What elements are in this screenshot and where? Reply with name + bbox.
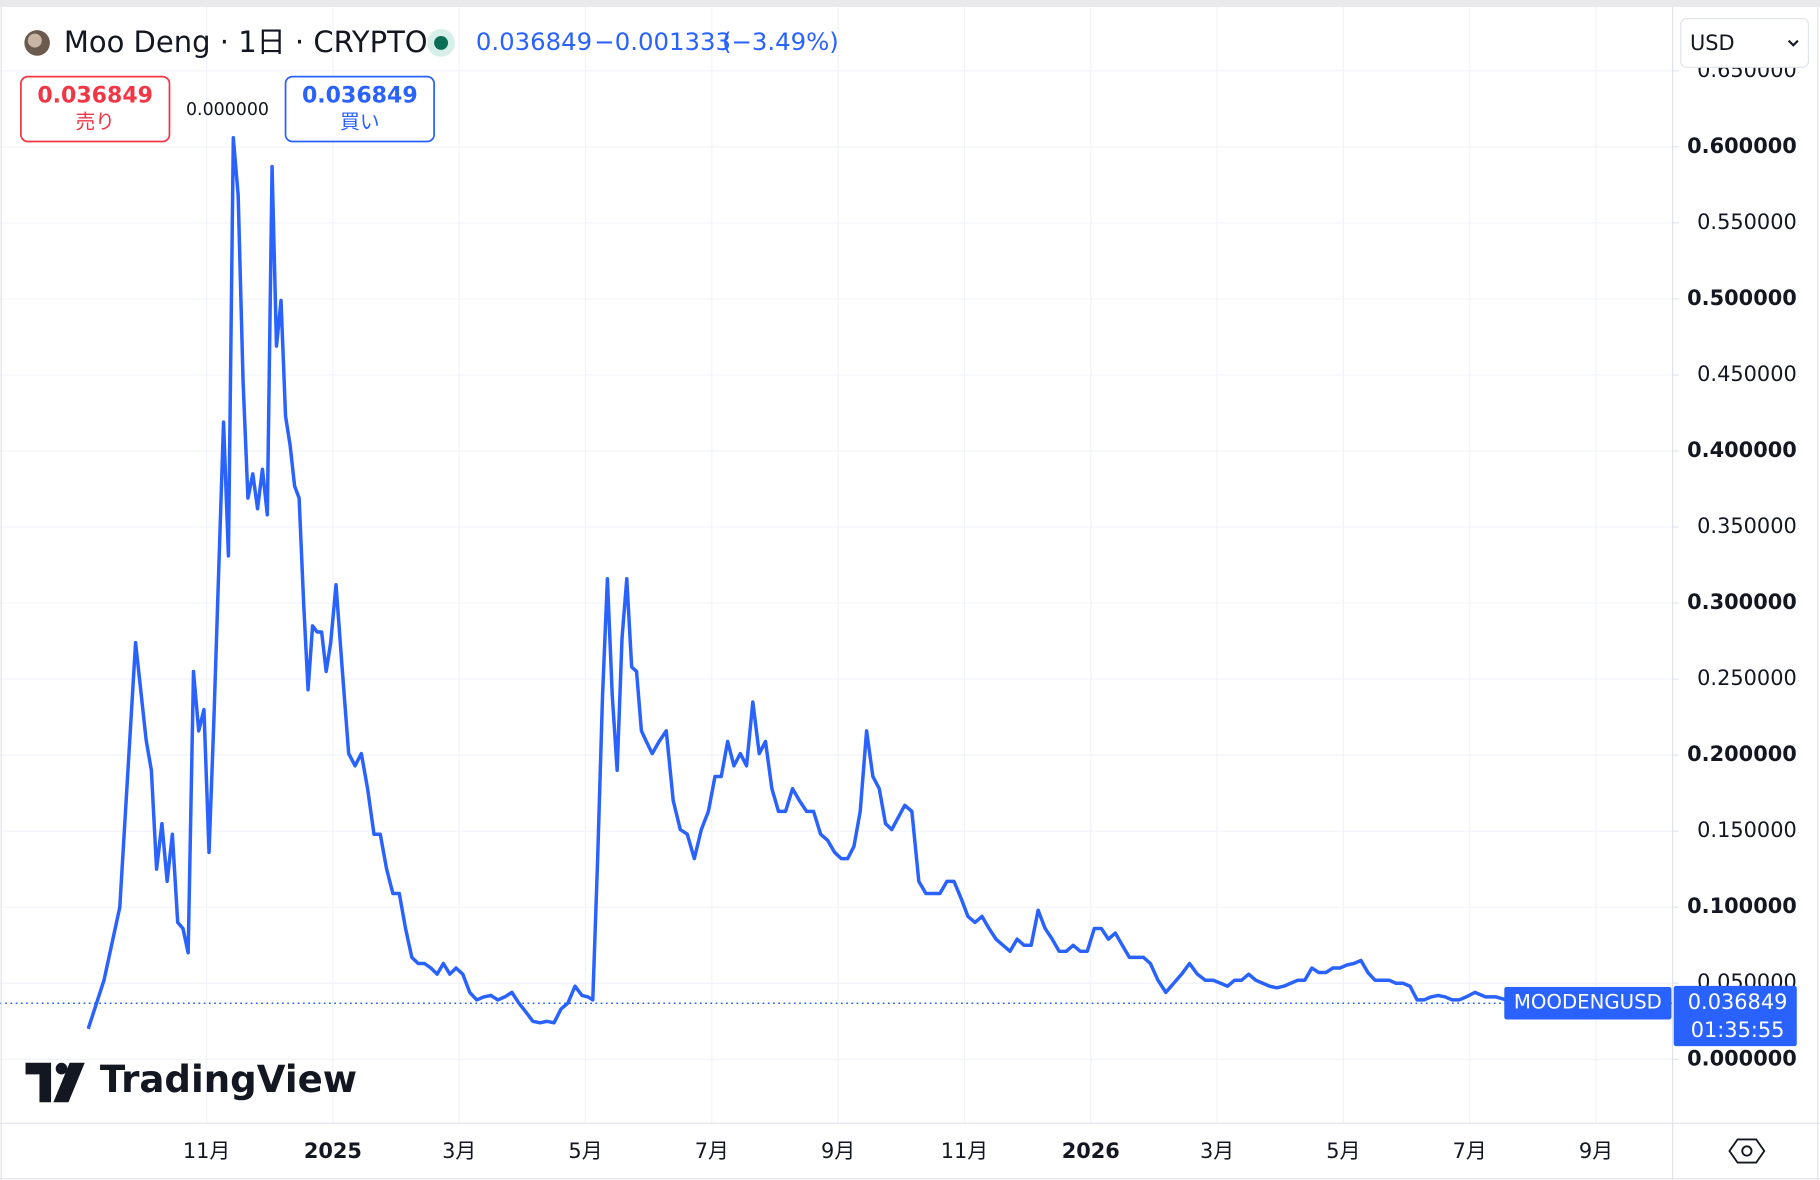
- x-tick-label: 5月: [1326, 1139, 1360, 1163]
- buy-price: 0.036849: [302, 83, 418, 108]
- y-tick-label: 0.500000: [1687, 286, 1797, 310]
- y-tick-label: 0.200000: [1687, 742, 1797, 766]
- countdown-label: 01:35:55: [1691, 1018, 1785, 1042]
- x-tick-label: 7月: [695, 1139, 729, 1163]
- settings-center: [1741, 1145, 1753, 1157]
- y-tick-label: 0.350000: [1697, 514, 1797, 538]
- header-price: 0.036849: [476, 27, 592, 56]
- x-tick-label: 5月: [568, 1139, 602, 1163]
- y-tick-label: 0.300000: [1687, 590, 1797, 614]
- spread: 0.000000: [186, 100, 269, 120]
- symbol-icon-face: [27, 33, 42, 48]
- logo-mark-dot: [55, 1062, 68, 1075]
- symbol-tag: [1504, 986, 1672, 1020]
- last-price-label: 0.036849: [1688, 990, 1788, 1014]
- grid: [0, 6, 1673, 1124]
- x-tick-label: 9月: [1579, 1139, 1613, 1163]
- x-tick-label: 9月: [821, 1139, 855, 1163]
- header-change-pct: (−3.49%): [722, 27, 839, 56]
- y-tick-label: 0.000000: [1687, 1046, 1797, 1070]
- x-tick-label: 11月: [183, 1139, 230, 1163]
- sell-label: 売り: [75, 110, 114, 133]
- sell-price: 0.036849: [37, 83, 153, 108]
- sell-button[interactable]: [20, 75, 171, 143]
- dropdown-chevron: [1787, 39, 1799, 47]
- symbol-title[interactable]: Moo Deng · 1日 · CRYPTO: [64, 25, 428, 59]
- y-tick-label: 0.150000: [1697, 818, 1797, 842]
- y-tick-label: 0.550000: [1697, 210, 1797, 234]
- currency-dropdown[interactable]: [1680, 17, 1809, 68]
- y-tick-label: 0.450000: [1697, 362, 1797, 386]
- x-tick-label: 3月: [442, 1139, 476, 1163]
- y-tick-label: 0.600000: [1687, 134, 1797, 158]
- logo: [25, 1062, 85, 1103]
- symbol-tag-label: MOODENGUSD: [1514, 991, 1662, 1014]
- buy-button[interactable]: [284, 75, 435, 143]
- logo-mark-2: [53, 1062, 85, 1103]
- header-change: −0.001333: [594, 27, 731, 56]
- x-tick-label: 7月: [1453, 1139, 1487, 1163]
- axes: 0.0000000.0500000.1000000.1500000.200000…: [183, 58, 1797, 1163]
- settings-hex: [1728, 1138, 1766, 1164]
- y-tick-label: 0.250000: [1697, 666, 1797, 690]
- top-bar: [0, 0, 1820, 7]
- plot: [0, 135, 1673, 1030]
- x-tick-label: 11月: [941, 1139, 988, 1163]
- y-tick-label: 0.400000: [1687, 438, 1797, 462]
- logo-mark-1: [25, 1062, 52, 1103]
- last-price-box: [1673, 985, 1797, 1047]
- buy-label: 買い: [340, 110, 379, 133]
- x-tick-label: 2026: [1062, 1139, 1120, 1163]
- settings-icon[interactable]: [1728, 1138, 1766, 1164]
- y-tick-label: 0.100000: [1687, 894, 1797, 918]
- market-status-dot: [434, 35, 449, 50]
- price-line: [86, 135, 1529, 1030]
- x-tick-label: 3月: [1200, 1139, 1234, 1163]
- logo-text: TradingView: [100, 1058, 357, 1101]
- currency-label: USD: [1690, 31, 1735, 55]
- x-tick-label: 2025: [304, 1139, 362, 1163]
